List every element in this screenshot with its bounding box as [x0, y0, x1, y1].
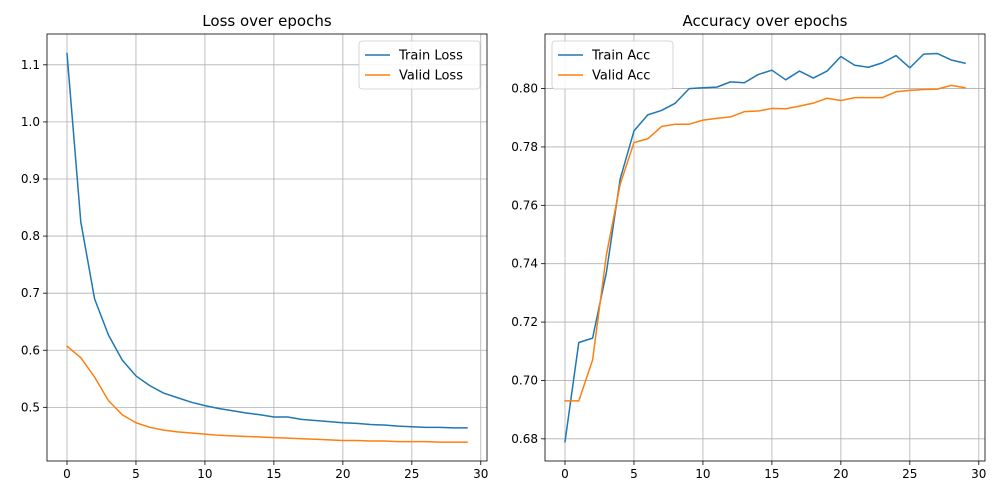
- accuracy-x-tick-label: 10: [695, 467, 710, 481]
- loss-y-tick-label: 1.1: [21, 58, 40, 72]
- loss-x-tick-label: 30: [473, 467, 488, 481]
- accuracy-y-tick-label: 0.76: [511, 198, 538, 212]
- loss-chart: Loss over epochs 0 5 10 15 20 25 30 0.5 0.6 0.7 0.8…: [21, 12, 489, 481]
- loss-legend-box: [358, 40, 481, 90]
- loss-legend-label-1: Valid Loss: [399, 69, 463, 84]
- accuracy-y-tick-label: 0.68: [511, 432, 538, 446]
- loss-x-tick-label: 10: [197, 467, 212, 481]
- accuracy-legend-box: [551, 40, 674, 90]
- loss-legend-label-0: Train Loss: [398, 49, 463, 64]
- accuracy-y-tick-label: 0.74: [511, 257, 538, 271]
- loss-axes-frame: [46, 33, 488, 462]
- accuracy-series-line-1: [564, 84, 966, 402]
- accuracy-legend-label-1: Valid Acc: [592, 69, 650, 84]
- accuracy-y-tick-label: 0.78: [511, 140, 538, 154]
- loss-x-tick-label: 0: [63, 467, 71, 481]
- accuracy-y-tick-label: 0.72: [511, 315, 538, 329]
- loss-x-tick-label: 20: [335, 467, 350, 481]
- accuracy-y-tick-label: 0.70: [511, 373, 538, 387]
- loss-y-tick-label: 0.8: [21, 229, 40, 243]
- accuracy-x-tick-label: 15: [764, 467, 779, 481]
- accuracy-x-tick-label: 0: [561, 467, 569, 481]
- loss-y-tick-label: 0.9: [21, 172, 40, 186]
- accuracy-x-tick-label: 20: [833, 467, 848, 481]
- accuracy-chart: Accuracy over epochs 0 5 10 15 20 25 30 0.68 0.70…: [511, 12, 986, 481]
- loss-legend: Train Loss Valid Loss: [358, 40, 481, 90]
- loss-y-tick-label: 0.5: [21, 400, 40, 414]
- accuracy-x-tick-label: 5: [630, 467, 638, 481]
- accuracy-legend-label-0: Train Acc: [591, 49, 650, 64]
- accuracy-legend: Train Acc Valid Acc: [551, 40, 674, 90]
- loss-x-tick-label: 15: [266, 467, 281, 481]
- accuracy-x-tick-label: 30: [971, 467, 986, 481]
- accuracy-series-line-0: [564, 52, 966, 443]
- loss-x-tick-label: 25: [404, 467, 419, 481]
- loss-y-tick-label: 0.7: [21, 286, 40, 300]
- loss-series-line-0: [66, 52, 468, 429]
- accuracy-chart-title: Accuracy over epochs: [683, 12, 848, 30]
- accuracy-axes-frame: [544, 33, 986, 462]
- loss-chart-title: Loss over epochs: [202, 12, 332, 30]
- loss-series-line-1: [65, 345, 468, 443]
- loss-x-tick-label: 5: [132, 467, 140, 481]
- accuracy-x-tick-label: 25: [902, 467, 917, 481]
- loss-y-tick-label: 0.6: [21, 343, 40, 357]
- accuracy-y-tick-label: 0.80: [511, 82, 538, 96]
- loss-y-tick-label: 1.0: [21, 115, 40, 129]
